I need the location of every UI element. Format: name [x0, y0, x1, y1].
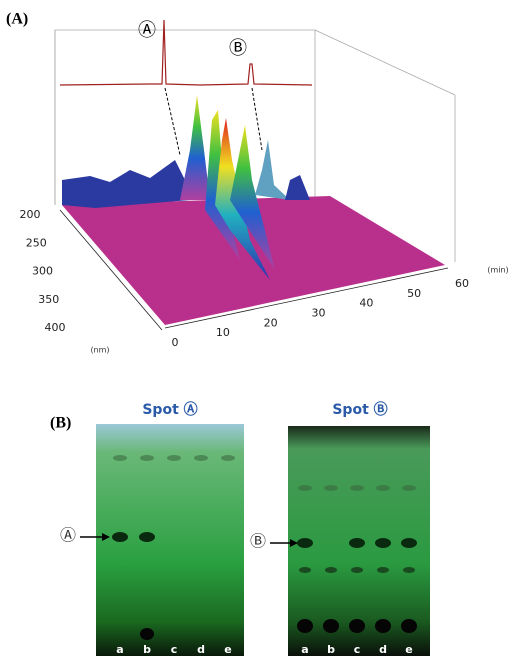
lane-label: d	[197, 643, 205, 656]
spot	[349, 538, 365, 548]
plot-box	[54, 29, 456, 262]
time-tick: 0	[172, 336, 179, 349]
spot	[403, 567, 415, 573]
wavelength-unit: (nm)	[90, 346, 109, 355]
lane-label: a	[116, 643, 123, 656]
spot	[402, 485, 416, 491]
peak-label: Ⓑ	[229, 38, 247, 58]
spot	[351, 567, 363, 573]
spot	[139, 532, 155, 542]
spot	[349, 619, 365, 633]
chromatogram	[59, 19, 313, 86]
arrow-head	[290, 539, 298, 547]
panel-label: (A)	[6, 11, 28, 28]
spot	[324, 485, 338, 491]
wavelength-tick: 400	[45, 321, 66, 334]
lane-label: e	[405, 643, 412, 656]
lane-label: a	[301, 643, 308, 656]
spot	[140, 628, 154, 640]
surface-floor	[62, 196, 445, 325]
surface-peak	[180, 95, 210, 200]
spot	[194, 455, 208, 461]
spot	[112, 532, 128, 542]
axis-ticks: 200 250 300 350 400 (nm) 0 10 20 30 40 50 60 (min)	[20, 208, 509, 355]
spot-marker: Ⓐ	[60, 527, 76, 545]
surface-ridge	[285, 175, 310, 200]
lane-label: d	[379, 643, 387, 656]
time-tick: 30	[312, 307, 326, 320]
time-tick: 50	[407, 287, 421, 300]
spot-marker: Ⓑ	[250, 533, 266, 551]
lane-label: c	[354, 643, 361, 656]
surface-peak	[215, 118, 270, 280]
time-unit: (min)	[487, 266, 508, 275]
spot	[297, 538, 313, 548]
surface-ridge	[62, 160, 190, 208]
panel-label: (B)	[50, 415, 71, 432]
spot	[140, 455, 154, 461]
axes	[59, 209, 449, 331]
lane-label: b	[327, 643, 335, 656]
guide-line	[251, 87, 263, 151]
spot	[325, 567, 337, 573]
lane-label: c	[171, 643, 178, 656]
arrow-head	[102, 533, 110, 541]
time-tick: 20	[264, 316, 278, 329]
spot	[299, 567, 311, 573]
time-tick: 10	[216, 326, 230, 339]
spot	[350, 485, 364, 491]
spot	[377, 567, 389, 573]
plate-title: Spot Ⓑ	[332, 401, 387, 418]
spot	[401, 538, 417, 548]
wavelength-tick: 200	[20, 208, 41, 221]
spot	[375, 619, 391, 633]
wavelength-tick: 250	[26, 236, 47, 249]
spot	[375, 538, 391, 548]
plate-title: Spot Ⓐ	[142, 401, 197, 418]
surface-peak	[255, 140, 290, 200]
spot	[113, 455, 127, 461]
spot	[221, 455, 235, 461]
time-tick: 60	[455, 277, 469, 290]
spot	[167, 455, 181, 461]
surface-peak	[230, 125, 275, 270]
peak-label: Ⓐ	[138, 20, 156, 40]
wavelength-tick: 350	[38, 293, 59, 306]
spot	[401, 619, 417, 633]
lane-label: b	[143, 643, 151, 656]
spot	[298, 485, 312, 491]
spot	[323, 619, 339, 633]
lane-label: e	[224, 643, 231, 656]
wavelength-tick: 300	[32, 265, 53, 278]
time-tick: 40	[359, 297, 373, 310]
guide-line	[164, 87, 181, 156]
spot	[297, 619, 313, 633]
spot	[376, 485, 390, 491]
